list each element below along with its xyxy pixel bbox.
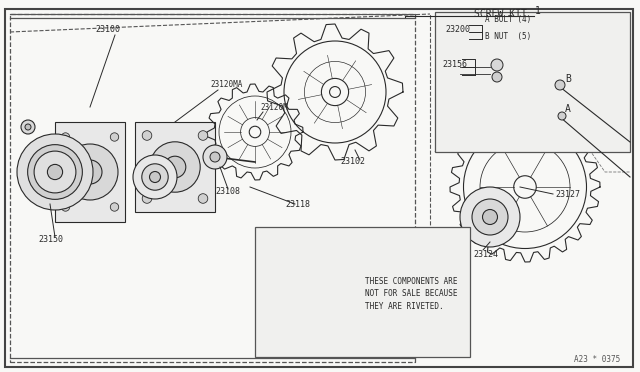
Text: 23150: 23150 bbox=[38, 235, 63, 244]
Bar bbox=[435, 12, 630, 152]
Text: 23200: 23200 bbox=[445, 25, 470, 34]
Text: SCREW KIT: SCREW KIT bbox=[474, 9, 527, 19]
Circle shape bbox=[558, 112, 566, 120]
Circle shape bbox=[28, 145, 83, 199]
Circle shape bbox=[150, 171, 161, 183]
Circle shape bbox=[47, 164, 63, 180]
Text: 23102: 23102 bbox=[340, 157, 365, 166]
Circle shape bbox=[142, 164, 168, 190]
Circle shape bbox=[61, 133, 70, 141]
Circle shape bbox=[267, 269, 323, 325]
Text: A23 * 0375: A23 * 0375 bbox=[573, 355, 620, 364]
Circle shape bbox=[150, 142, 200, 192]
Text: 23118: 23118 bbox=[285, 200, 310, 209]
Circle shape bbox=[142, 131, 152, 140]
Text: 1: 1 bbox=[535, 6, 541, 16]
Text: 23124: 23124 bbox=[473, 250, 498, 259]
Circle shape bbox=[17, 134, 93, 210]
Text: 23100: 23100 bbox=[95, 25, 120, 34]
Circle shape bbox=[460, 187, 520, 247]
Bar bbox=[255, 227, 470, 357]
Text: 23108: 23108 bbox=[215, 187, 240, 196]
Circle shape bbox=[555, 80, 565, 90]
Bar bbox=[55, 122, 125, 222]
Text: THESE COMPONENTS ARE
NOT FOR SALE BECAUSE
THEY ARE RIVETED.: THESE COMPONENTS ARE NOT FOR SALE BECAUS… bbox=[365, 277, 458, 311]
Circle shape bbox=[492, 72, 502, 82]
Text: B NUT  (5): B NUT (5) bbox=[485, 32, 531, 41]
Circle shape bbox=[110, 133, 118, 141]
Circle shape bbox=[142, 194, 152, 203]
Bar bbox=[10, 14, 415, 362]
Circle shape bbox=[203, 145, 227, 169]
Circle shape bbox=[472, 199, 508, 235]
Text: A BOLT (4): A BOLT (4) bbox=[485, 15, 531, 24]
Circle shape bbox=[133, 155, 177, 199]
Circle shape bbox=[34, 151, 76, 193]
Circle shape bbox=[198, 194, 208, 203]
Circle shape bbox=[78, 160, 102, 184]
Text: 23156: 23156 bbox=[442, 60, 467, 69]
Circle shape bbox=[350, 272, 360, 282]
Text: 23120M: 23120M bbox=[260, 103, 288, 112]
Circle shape bbox=[198, 131, 208, 140]
Circle shape bbox=[110, 203, 118, 211]
Circle shape bbox=[415, 302, 425, 312]
Bar bbox=[135, 122, 215, 212]
Circle shape bbox=[370, 309, 380, 319]
Circle shape bbox=[61, 203, 70, 211]
Circle shape bbox=[21, 120, 35, 134]
Circle shape bbox=[491, 59, 503, 71]
Circle shape bbox=[210, 152, 220, 162]
Circle shape bbox=[360, 292, 370, 302]
Circle shape bbox=[288, 290, 302, 304]
Circle shape bbox=[483, 209, 497, 224]
Text: 23120MA: 23120MA bbox=[210, 80, 243, 89]
Text: B: B bbox=[565, 74, 571, 84]
Circle shape bbox=[164, 156, 186, 178]
Circle shape bbox=[395, 287, 405, 297]
Circle shape bbox=[25, 124, 31, 130]
Circle shape bbox=[62, 144, 118, 200]
Text: A: A bbox=[565, 104, 571, 114]
Text: 23127: 23127 bbox=[555, 190, 580, 199]
Circle shape bbox=[278, 280, 312, 314]
